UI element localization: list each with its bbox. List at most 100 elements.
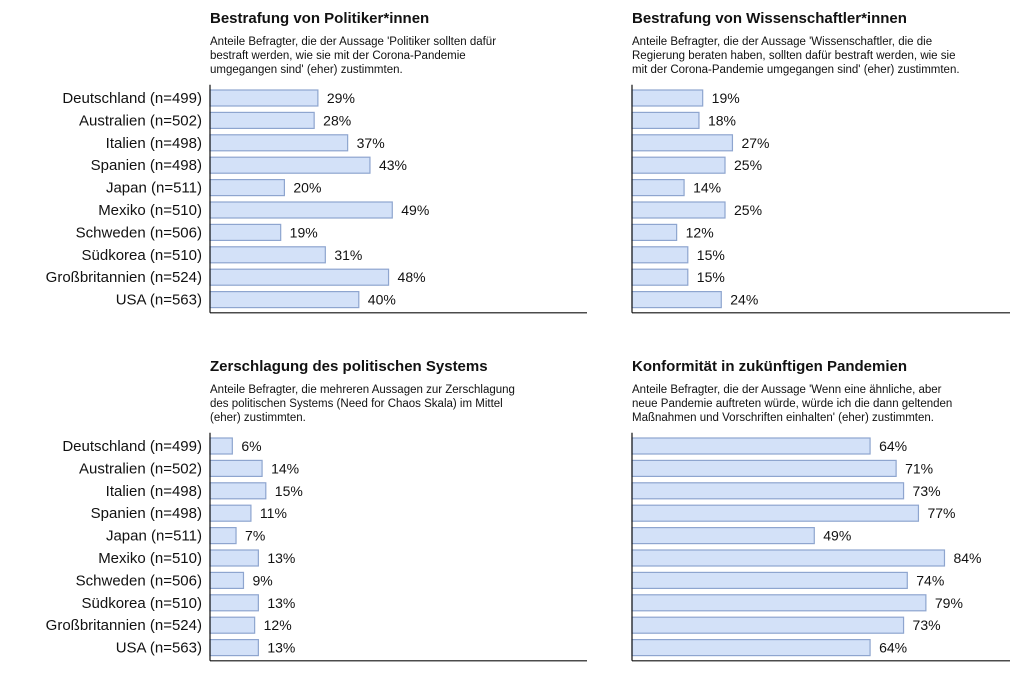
bar xyxy=(209,268,390,286)
value-label: 25% xyxy=(734,157,762,173)
category-label: Großbritannien (n=524) xyxy=(46,269,202,286)
value-label: 20% xyxy=(293,180,321,196)
category-label: USA (n=563) xyxy=(116,640,202,657)
value-label: 84% xyxy=(953,550,981,566)
panel-subtitle-line: neue Pandemie auftreten würde, würde ich… xyxy=(632,398,952,410)
bar xyxy=(631,571,908,590)
bar xyxy=(209,246,326,264)
bar xyxy=(209,179,286,197)
value-label: 19% xyxy=(290,224,318,240)
bar xyxy=(209,526,237,545)
value-label: 13% xyxy=(267,550,295,566)
panel-subtitle-line: bestraft werden, wie sie mit der Corona-… xyxy=(210,50,466,62)
panel-title: Konformität in zukünftigen Pandemien xyxy=(632,358,907,375)
bar xyxy=(209,459,263,477)
bar xyxy=(631,459,897,477)
panel-title: Zerschlagung des politischen Systems xyxy=(210,358,488,375)
bar xyxy=(209,111,315,130)
value-label: 24% xyxy=(730,292,758,308)
value-label: 37% xyxy=(357,135,385,151)
bar xyxy=(209,437,233,455)
bar xyxy=(631,156,726,174)
chart-panel-1: Bestrafung von Politiker*innen Anteile Be… xyxy=(46,10,587,314)
bar xyxy=(209,549,259,567)
value-label: 73% xyxy=(913,617,941,633)
value-label: 77% xyxy=(927,505,955,521)
bar xyxy=(631,616,905,634)
value-label: 40% xyxy=(368,292,396,308)
value-label: 29% xyxy=(327,90,355,106)
panel-subtitle-line: Regierung beraten haben, sollten dafür b… xyxy=(632,50,955,62)
value-label: 14% xyxy=(271,460,299,476)
value-label: 49% xyxy=(823,528,851,544)
category-label: USA (n=563) xyxy=(116,292,202,309)
category-label: Mexiko (n=510) xyxy=(98,550,202,567)
category-label: Australien (n=502) xyxy=(79,460,202,477)
chart-panel-3: Zerschlagung des politischen Systems Ante… xyxy=(46,358,587,662)
bar xyxy=(209,571,245,590)
chart-panel-4: Konformität in zukünftigen Pandemien Ante… xyxy=(631,358,1010,662)
value-label: 71% xyxy=(905,460,933,476)
category-label: Japan (n=511) xyxy=(106,528,202,545)
panel-subtitle-line: Anteile Befragter, die der Aussage 'Wenn… xyxy=(632,384,942,396)
category-label: Schweden (n=506) xyxy=(76,224,202,241)
chart-panel-2: Bestrafung von Wissenschaftler*innen Ante… xyxy=(631,10,1010,314)
category-label: Italien (n=498) xyxy=(106,483,202,500)
value-label: 13% xyxy=(267,595,295,611)
value-label: 48% xyxy=(398,269,426,285)
value-label: 28% xyxy=(323,112,351,128)
bar xyxy=(631,504,920,522)
value-label: 15% xyxy=(697,247,725,263)
bar xyxy=(209,638,259,657)
panel-subtitle-line: (eher) zustimmten. xyxy=(210,412,306,424)
value-label: 43% xyxy=(379,157,407,173)
panel-subtitle-line: Anteile Befragter, die mehreren Aussagen… xyxy=(210,384,515,396)
bar xyxy=(209,616,256,634)
value-label: 9% xyxy=(252,572,272,588)
bar xyxy=(631,223,678,241)
bar xyxy=(631,201,726,219)
panel-subtitle-line: umgegangen sind' (eher) zustimmten. xyxy=(210,64,403,76)
bar xyxy=(631,246,689,264)
value-label: 15% xyxy=(697,269,725,285)
value-label: 15% xyxy=(275,483,303,499)
value-label: 7% xyxy=(245,528,265,544)
bar xyxy=(631,111,700,130)
panel-subtitle-line: mit der Corona-Pandemie umgegangen sind'… xyxy=(632,64,960,76)
bar xyxy=(631,482,905,500)
value-label: 13% xyxy=(267,640,295,656)
bar xyxy=(631,526,815,545)
category-label: Mexiko (n=510) xyxy=(98,202,202,219)
bar xyxy=(631,268,689,286)
bar xyxy=(209,223,282,241)
value-label: 74% xyxy=(916,572,944,588)
value-label: 49% xyxy=(401,202,429,218)
bar xyxy=(209,291,360,309)
panel-title: Bestrafung von Wissenschaftler*innen xyxy=(632,10,907,27)
category-label: Australien (n=502) xyxy=(79,112,202,129)
panel-subtitle-line: des politischen Systems (Need for Chaos … xyxy=(210,398,503,410)
category-label: Spanien (n=498) xyxy=(91,505,202,522)
category-label: Deutschland (n=499) xyxy=(62,438,202,455)
panel-title: Bestrafung von Politiker*innen xyxy=(210,10,429,27)
category-label: Italien (n=498) xyxy=(106,135,202,152)
bar xyxy=(631,134,734,152)
value-label: 31% xyxy=(334,247,362,263)
bar xyxy=(209,89,319,107)
bar xyxy=(209,594,259,612)
value-label: 79% xyxy=(935,595,963,611)
bar xyxy=(631,179,685,197)
bar xyxy=(209,201,393,219)
bar xyxy=(631,594,927,612)
bar xyxy=(209,482,267,500)
value-label: 19% xyxy=(712,90,740,106)
value-label: 14% xyxy=(693,180,721,196)
category-label: Südkorea (n=510) xyxy=(82,595,203,612)
panel-subtitle-line: Anteile Befragter, die der Aussage 'Poli… xyxy=(210,36,496,48)
category-label: Japan (n=511) xyxy=(106,180,202,197)
category-label: Südkorea (n=510) xyxy=(82,247,203,264)
bar xyxy=(631,437,871,455)
value-label: 6% xyxy=(241,438,261,454)
value-label: 12% xyxy=(264,617,292,633)
panel-subtitle-line: Maßnahmen und Vorschriften einhalten' (e… xyxy=(632,412,934,424)
